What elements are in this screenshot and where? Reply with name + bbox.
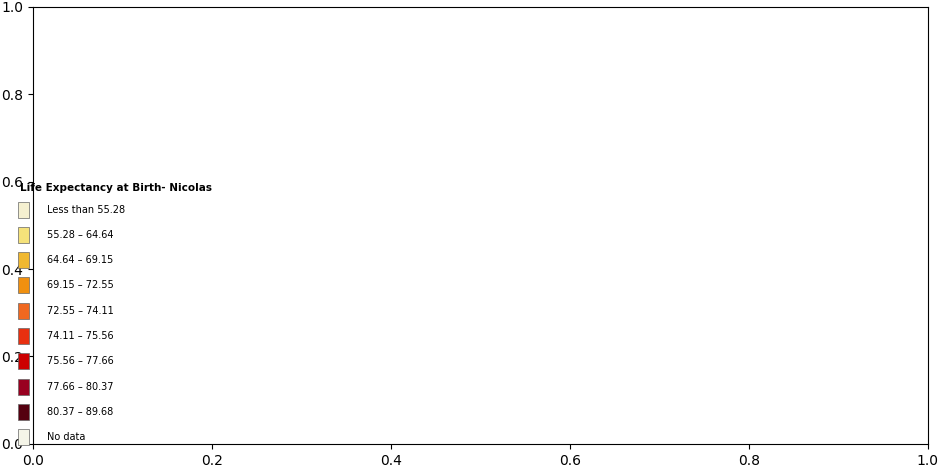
Text: No data: No data <box>47 432 85 442</box>
Bar <box>18 227 29 243</box>
Text: 72.55 – 74.11: 72.55 – 74.11 <box>47 306 114 316</box>
Bar <box>18 429 29 445</box>
Bar <box>18 252 29 268</box>
Text: Less than 55.28: Less than 55.28 <box>47 204 125 214</box>
Bar <box>18 303 29 319</box>
Text: 55.28 – 64.64: 55.28 – 64.64 <box>47 230 113 240</box>
Text: 77.66 – 80.37: 77.66 – 80.37 <box>47 382 113 392</box>
Bar <box>18 278 29 294</box>
Bar <box>18 378 29 394</box>
Text: 80.37 – 89.68: 80.37 – 89.68 <box>47 407 113 417</box>
Text: 75.56 – 77.66: 75.56 – 77.66 <box>47 356 114 366</box>
Text: Life Expectancy at Birth- Nicolas: Life Expectancy at Birth- Nicolas <box>20 183 212 193</box>
Bar <box>18 202 29 218</box>
Bar <box>18 404 29 420</box>
Bar <box>18 353 29 369</box>
Text: 69.15 – 72.55: 69.15 – 72.55 <box>47 280 114 290</box>
Text: 74.11 – 75.56: 74.11 – 75.56 <box>47 331 113 341</box>
Text: 64.64 – 69.15: 64.64 – 69.15 <box>47 255 113 265</box>
Bar <box>18 328 29 344</box>
